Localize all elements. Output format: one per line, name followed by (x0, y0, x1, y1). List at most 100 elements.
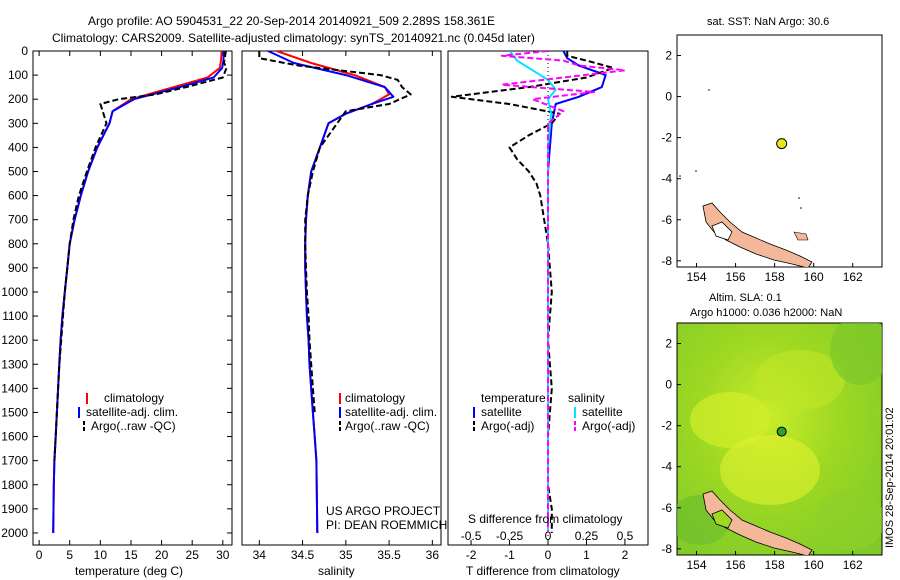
difference-t-axis-tick-label: 0 (545, 548, 552, 562)
sst-map-frame (676, 34, 883, 268)
difference-t-axis-tick-label: 2 (622, 548, 629, 562)
map-y-tick-label: -8 (661, 542, 672, 556)
figure-title-line2: Climatology: CARS2009. Satellite-adjuste… (52, 31, 535, 45)
imos-timestamp: IMOS 28-Sep-2014 20:01:02 (884, 407, 896, 548)
land-polygon (702, 490, 813, 555)
temperature-panel: 0100200300400500600700800900100011001200… (1, 44, 648, 578)
sla-map-overlay (677, 323, 882, 555)
map-x-tick-label: 158 (765, 558, 785, 572)
temperature-x-tick-label: 15 (124, 548, 138, 562)
depth-tick-label: 1100 (2, 309, 28, 323)
temperature-x-axis: 0 5 10 15 20 25 30 (36, 51, 230, 562)
salinity-legend-climatology: climatology (345, 391, 405, 405)
map-x-tick-label: 162 (843, 558, 863, 572)
sst-map-coastline (679, 89, 813, 267)
t-difference-label: T difference from climatology (466, 564, 620, 578)
temperature-legend-satellite: satellite-adj. clim. (86, 405, 178, 419)
land-polygon (702, 202, 813, 267)
sla-map: Altim. SLA: 0.1 Argo h1000: 0.036 h2000:… (661, 292, 896, 572)
salinity-x-tick-label: 34.5 (291, 548, 315, 562)
depth-tick-label: 900 (8, 261, 28, 275)
map-x-tick-label: 162 (843, 270, 863, 284)
salinity-series-argo (258, 51, 412, 413)
temperature-x-tick-label: 10 (94, 548, 108, 562)
islet-dot (798, 197, 800, 199)
depth-tick-label: 400 (8, 140, 28, 154)
difference-s-axis-tick-label: 0 (545, 529, 552, 543)
map-x-tick-label: 154 (687, 558, 707, 572)
depth-tick-label: 1700 (1, 454, 28, 468)
map-y-tick-label: -8 (661, 254, 672, 268)
temperature-axes-box (32, 50, 233, 546)
salinity-axes-box (241, 50, 442, 546)
argo-float-marker (776, 138, 788, 150)
legend-s-satellite: satellite (582, 405, 623, 419)
map-x-tick-label: 156 (726, 558, 746, 572)
map-x-tick-label: 160 (804, 270, 824, 284)
islet-dot (800, 207, 802, 209)
depth-tick-label: 700 (8, 213, 28, 227)
legend-t-argo: Argo(-adj) (481, 419, 534, 433)
credit-pi: PI: DEAN ROEMMICH (326, 518, 447, 532)
legend-t-satellite: satellite (481, 405, 522, 419)
difference-t-axis-tick-label: 1 (583, 548, 590, 562)
sla-low-patch (830, 323, 882, 385)
salinity-legend: climatology satellite-adj. clim. Argo(..… (339, 391, 437, 433)
depth-tick-label: 1400 (1, 381, 28, 395)
depth-tick-label: 1800 (1, 478, 28, 492)
depth-tick-label: 1000 (1, 285, 28, 299)
difference-t-axis-tick-label: -1 (504, 548, 515, 562)
depth-tick-label: 100 (8, 68, 28, 82)
depth-tick-label: 1600 (1, 430, 28, 444)
salinity-lines (258, 51, 412, 534)
depth-tick-label: 500 (8, 164, 28, 178)
s-difference-label: S difference from climatology (468, 512, 623, 526)
difference-t-axis-tick-label: -2 (466, 548, 477, 562)
map-y-tick-label: 2 (665, 337, 672, 351)
sst-map: sat. SST: NaN Argo: 30.6 154 156 158 160 162… (661, 16, 883, 284)
island-small (793, 231, 809, 241)
map-x-tick-label: 154 (687, 270, 707, 284)
sla-high-patch (755, 350, 845, 410)
islet-dot (679, 175, 681, 177)
depth-tick-label: 1300 (1, 357, 28, 371)
sla-map-axes: 154 156 158 160 162 2 0 -2 -4 -6 -8 (661, 337, 863, 572)
sla-map-title-line2: Argo h1000: 0.036 h2000: NaN (690, 307, 842, 319)
temperature-x-tick-label: 5 (66, 548, 73, 562)
temperature-lines (52, 51, 228, 534)
depth-tick-label: 1500 (1, 405, 28, 419)
salinity-x-tick-label: 34 (253, 548, 267, 562)
difference-panel: -2 -1 0 1 2 -0.5 -0.25 0 0.25 0.5 S difference fr… (447, 50, 649, 578)
temperature-legend-climatology: climatology (104, 391, 164, 405)
temperature-x-tick-label: 20 (155, 548, 169, 562)
difference-x-axes: -2 -1 0 1 2 -0.5 -0.25 0 0.25 0.5 (461, 529, 634, 562)
salinity-legend-argo: Argo(..raw -QC) (345, 419, 430, 433)
difference-series-salinity-argo-adj- (500, 51, 626, 533)
islet-dot (708, 89, 710, 91)
map-y-tick-label: -6 (661, 501, 672, 515)
temperature-x-tick-label: 0 (36, 548, 43, 562)
depth-tick-label: 2000 (1, 526, 28, 540)
depth-tick-label: 800 (8, 237, 28, 251)
depth-tick-label: 0 (21, 44, 28, 58)
depth-tick-label: 1200 (1, 333, 28, 347)
salinity-panel: 34 34.5 35 35.5 36 salinity climatology sate… (241, 50, 447, 578)
salinity-x-tick-label: 36 (426, 548, 440, 562)
argo-float-marker (776, 426, 787, 437)
depth-tick-label: 600 (8, 189, 28, 203)
depth-tick-label: 1900 (1, 502, 28, 516)
temperature-x-tick-label: 25 (186, 548, 200, 562)
map-y-tick-label: -4 (661, 460, 672, 474)
legend-temperature-title: temperature (481, 391, 546, 405)
island-outline (711, 221, 733, 241)
map-y-tick-label: 0 (665, 378, 672, 392)
temperature-x-tick-label: 30 (216, 548, 230, 562)
map-x-tick-label: 158 (765, 270, 785, 284)
difference-lines (450, 51, 626, 533)
island-outline (711, 509, 733, 529)
salinity-x-tick-label: 35 (339, 548, 353, 562)
temperature-legend: climatology satellite-adj. clim. Argo(..… (78, 391, 178, 433)
sla-high-patch (720, 435, 820, 505)
sla-map-title-line1: Altim. SLA: 0.1 (709, 292, 782, 304)
